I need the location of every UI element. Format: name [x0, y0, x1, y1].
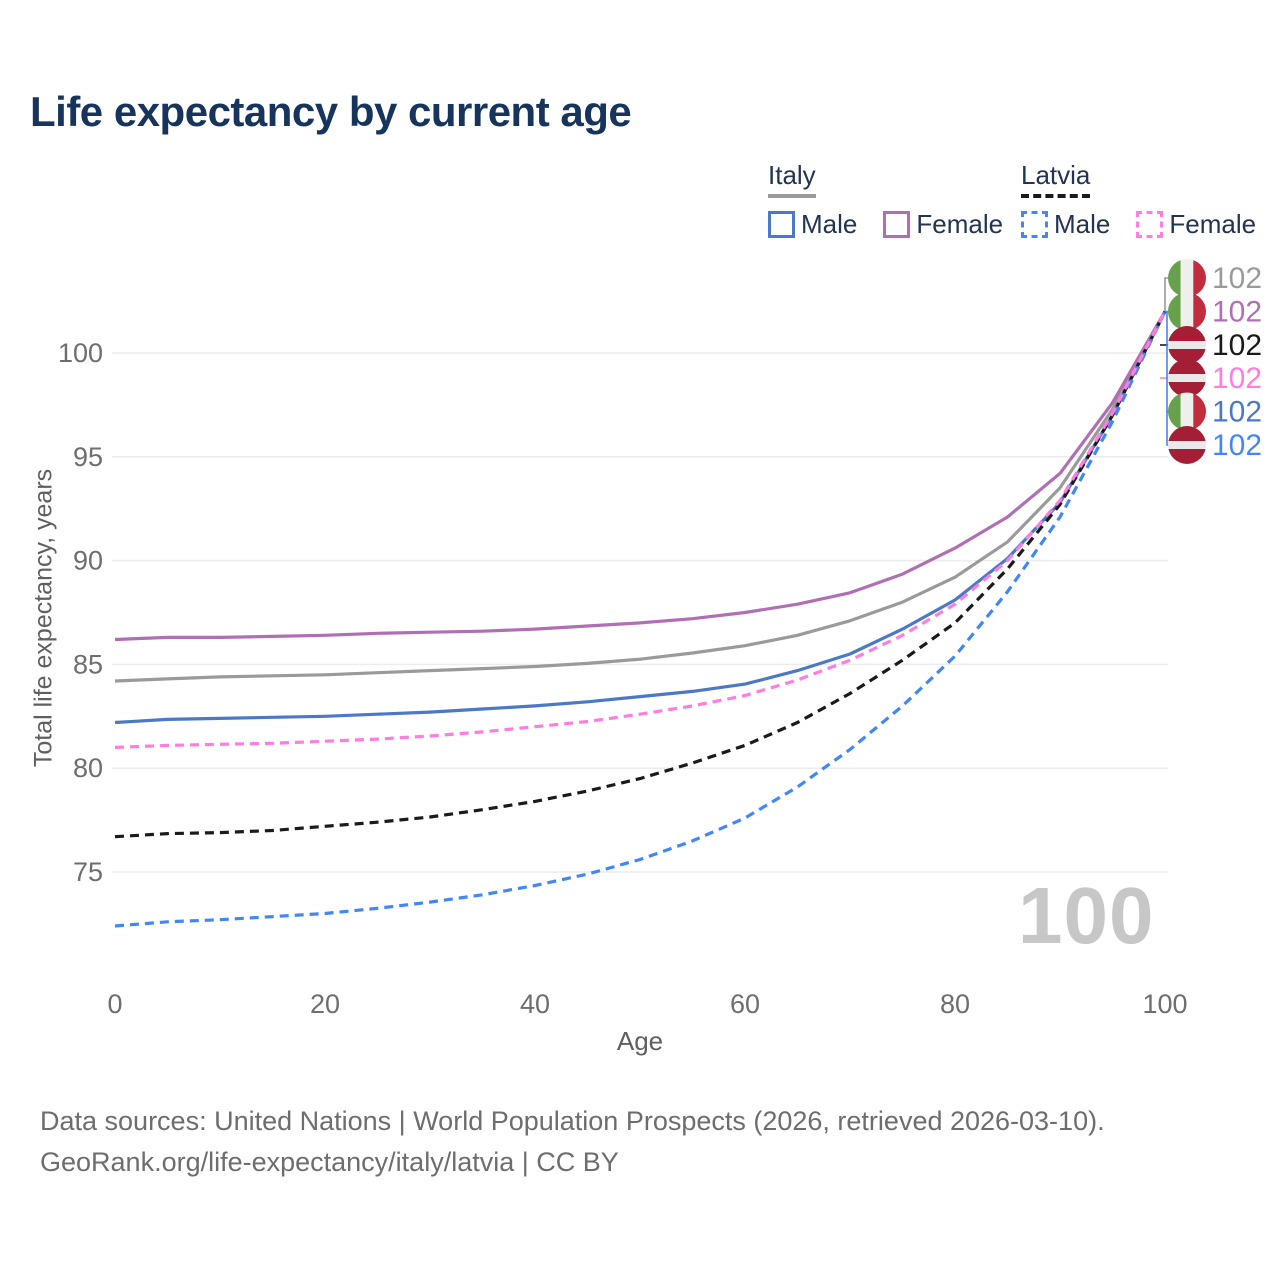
series-italy-female-line[interactable]: [114, 310, 1167, 642]
legend-country-italy: Italy: [768, 160, 816, 198]
end-label-value-italy-male: 102: [1212, 396, 1262, 429]
flag-latvia-icon: [1168, 359, 1206, 397]
data-sources-text: Data sources: United Nations | World Pop…: [40, 1106, 1105, 1136]
y-tick-label: 95: [73, 442, 103, 472]
legend-item-italy-female[interactable]: Female: [883, 209, 1003, 240]
x-tick-label: 0: [107, 989, 122, 1019]
x-axis-title: Age: [616, 1026, 664, 1056]
series-italy-male-line[interactable]: [114, 310, 1167, 725]
latvia-female-swatch-icon: [1136, 211, 1164, 238]
series-latvia-female-line[interactable]: [114, 310, 1167, 749]
x-tick-label: 80: [940, 989, 970, 1019]
flag-latvia-icon: [1168, 326, 1206, 364]
x-tick-label: 60: [730, 989, 760, 1019]
legend-group-italy: Italy Male Female: [768, 160, 1003, 240]
legend-item-latvia-male[interactable]: Male: [1021, 209, 1110, 240]
end-label-value-latvia-all: 102: [1212, 329, 1262, 362]
end-label-value-italy-all: 102: [1212, 262, 1262, 295]
legend-label: Female: [916, 209, 1004, 239]
attribution-link-text[interactable]: GeoRank.org/life-expectancy/italy/latvia…: [40, 1147, 619, 1177]
y-tick-label: 85: [73, 649, 103, 679]
x-tick-label: 40: [520, 989, 550, 1019]
legend-label: Male: [801, 209, 858, 239]
flag-italy-icon: [1168, 392, 1206, 431]
legend-group-latvia: Latvia Male Female: [1021, 160, 1256, 240]
end-label-value-italy-female: 102: [1212, 296, 1262, 329]
y-axis-title: Total life expectancy, years: [29, 468, 58, 768]
legend-label: Female: [1169, 209, 1257, 239]
age-watermark: 100: [1018, 871, 1155, 960]
series-italy-all-line[interactable]: [114, 310, 1167, 683]
page-title: Life expectancy by current age: [30, 88, 632, 135]
flag-italy-icon: [1168, 259, 1206, 297]
legend-label: Male: [1054, 209, 1111, 239]
end-label-value-latvia-male: 102: [1212, 429, 1262, 462]
legend-country-latvia: Latvia: [1021, 160, 1091, 198]
italy-male-swatch-icon: [768, 211, 795, 238]
latvia-male-swatch-icon: [1021, 211, 1048, 238]
legend-item-latvia-female[interactable]: Female: [1136, 209, 1256, 240]
flag-latvia-icon: [1168, 426, 1206, 464]
series-latvia-male-line[interactable]: [114, 310, 1167, 928]
legend-item-italy-male[interactable]: Male: [768, 209, 857, 240]
x-tick-label: 100: [1142, 989, 1187, 1019]
x-tick-label: 20: [310, 989, 340, 1019]
y-tick-label: 80: [73, 753, 103, 783]
italy-female-swatch-icon: [883, 211, 911, 238]
y-tick-label: 75: [73, 857, 103, 887]
end-label-value-latvia-female: 102: [1212, 362, 1262, 395]
y-tick-label: 100: [58, 338, 103, 368]
y-tick-label: 90: [73, 546, 103, 576]
flag-italy-icon: [1168, 292, 1206, 331]
series-latvia-all-line[interactable]: [114, 310, 1167, 839]
